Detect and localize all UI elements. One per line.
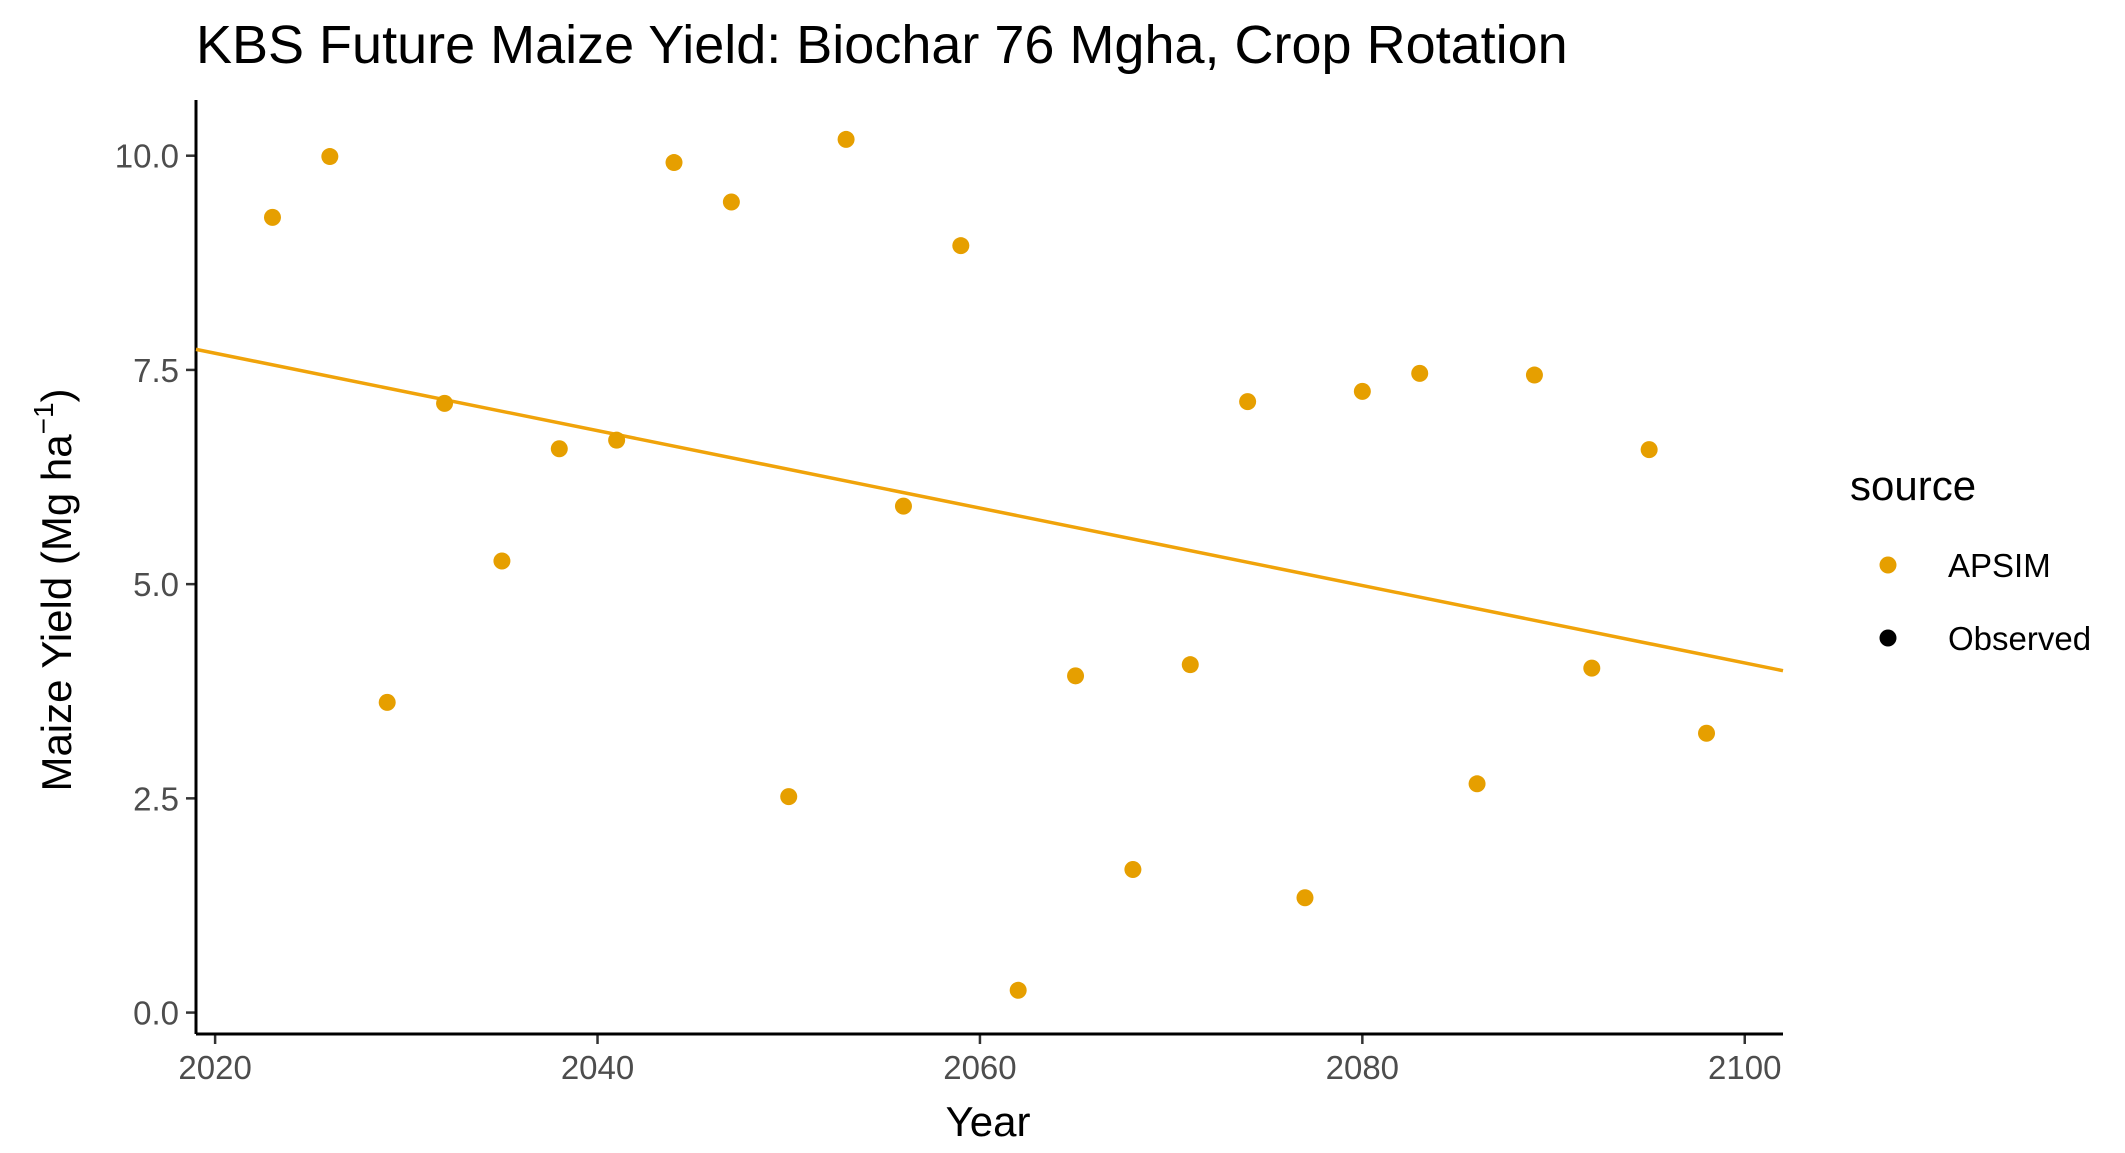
x-tick-label: 2080: [1326, 1049, 1399, 1086]
data-point: [780, 788, 798, 806]
data-point: [608, 431, 626, 449]
data-point: [1640, 441, 1658, 459]
y-tick-label: 7.5: [133, 352, 179, 389]
y-tick-label: 5.0: [133, 566, 179, 603]
data-point: [1009, 981, 1027, 999]
chart-title: KBS Future Maize Yield: Biochar 76 Mgha,…: [196, 15, 1568, 75]
legend-label: Observed: [1948, 620, 2091, 657]
x-tick-label: 2100: [1708, 1049, 1781, 1086]
trend-line: [195, 347, 1784, 673]
y-tick-label: 2.5: [133, 780, 179, 817]
data-point: [1698, 724, 1716, 742]
data-point: [493, 552, 511, 570]
data-point: [1181, 656, 1199, 674]
x-axis-title: Year: [946, 1098, 1031, 1145]
data-point: [263, 208, 281, 226]
legend-title: source: [1850, 462, 1976, 509]
data-points: [263, 130, 1716, 999]
data-point: [321, 148, 339, 166]
x-tick-label: 2020: [178, 1049, 251, 1086]
data-point: [378, 693, 396, 711]
y-tick-label: 0.0: [133, 995, 179, 1032]
data-point: [1067, 667, 1085, 685]
y-axis-title-main: Maize Yield (Mg ha: [33, 434, 80, 792]
data-point: [894, 497, 912, 515]
legend-key: [1879, 556, 1897, 574]
x-axis-ticks: 2020 2040 2060 2080 2100: [178, 1034, 1781, 1086]
y-axis-ticks: 0.0 2.5 5.0 7.5 10.0: [115, 138, 196, 1032]
data-point: [550, 440, 568, 458]
data-point: [1583, 659, 1601, 677]
data-point: [1525, 366, 1543, 384]
data-point: [1124, 860, 1142, 878]
data-point: [722, 193, 740, 211]
legend: source APSIM Observed: [1850, 462, 2091, 657]
y-axis-title: Maize Yield (Mg ha−1): [28, 388, 80, 791]
x-tick-label: 2060: [943, 1049, 1016, 1086]
data-point: [1411, 364, 1429, 382]
legend-key: [1879, 629, 1897, 647]
data-point: [1239, 393, 1257, 411]
legend-label: APSIM: [1948, 547, 2051, 584]
y-axis-title-superscript: −1: [28, 402, 59, 434]
data-point: [665, 154, 683, 172]
data-point: [1468, 775, 1486, 793]
data-point: [837, 130, 855, 148]
x-tick-label: 2040: [561, 1049, 634, 1086]
data-point: [436, 394, 454, 412]
data-point: [1353, 382, 1371, 400]
data-point: [1296, 889, 1314, 907]
y-axis-title-suffix: ): [33, 388, 80, 402]
y-tick-label: 10.0: [115, 138, 179, 175]
data-point: [952, 237, 970, 255]
